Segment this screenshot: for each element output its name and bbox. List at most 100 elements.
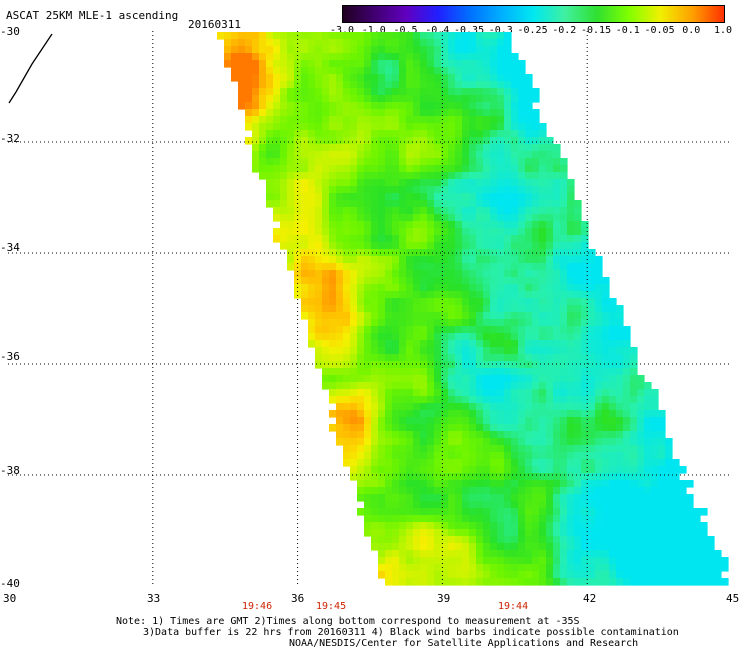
swath-cell	[427, 228, 435, 236]
color-scale-tick: -1.0	[361, 25, 386, 36]
swath-cell	[224, 53, 232, 61]
swath-cell	[287, 221, 295, 229]
swath-cell	[504, 410, 512, 418]
swath-cell	[441, 417, 449, 425]
swath-cell	[560, 361, 568, 369]
swath-cell	[553, 431, 561, 439]
swath-cell	[665, 508, 673, 516]
swath-cell	[259, 67, 267, 75]
swath-cell	[462, 508, 470, 516]
swath-cell	[392, 368, 400, 376]
swath-cell	[637, 529, 645, 537]
swath-cell	[462, 60, 470, 68]
swath-cell	[308, 326, 316, 334]
swath-cell	[518, 277, 526, 285]
swath-cell	[679, 494, 687, 502]
swath-cell	[413, 270, 421, 278]
swath-cell	[385, 459, 393, 467]
swath-cell	[434, 487, 442, 495]
swath-cell	[364, 172, 372, 180]
swath-cell	[448, 172, 456, 180]
swath-cell	[560, 494, 568, 502]
swath-cell	[553, 361, 561, 369]
swath-cell	[644, 445, 652, 453]
swath-cell	[357, 319, 365, 327]
swath-cell	[357, 67, 365, 75]
swath-cell	[504, 480, 512, 488]
swath-cell	[462, 529, 470, 537]
swath-cell	[644, 417, 652, 425]
swath-cell	[483, 151, 491, 159]
swath-cell	[539, 578, 547, 586]
swath-cell	[427, 522, 435, 530]
swath-cell	[392, 564, 400, 572]
swath-cell	[441, 536, 449, 544]
swath-cell	[567, 186, 575, 194]
swath-cell	[581, 340, 589, 348]
swath-cell	[511, 284, 519, 292]
swath-cell	[581, 480, 589, 488]
swath-cell	[420, 305, 428, 313]
swath-cell	[602, 312, 610, 320]
swath-cell	[651, 452, 659, 460]
swath-cell	[434, 431, 442, 439]
swath-cell	[539, 207, 547, 215]
swath-cell	[399, 151, 407, 159]
swath-cell	[434, 221, 442, 229]
swath-cell	[266, 46, 274, 54]
swath-cell	[441, 340, 449, 348]
swath-cell	[322, 361, 330, 369]
swath-cell	[322, 256, 330, 264]
swath-cell	[616, 417, 624, 425]
swath-cell	[665, 466, 673, 474]
swath-cell	[574, 347, 582, 355]
swath-cell	[553, 298, 561, 306]
swath-cell	[399, 522, 407, 530]
swath-cell	[490, 291, 498, 299]
swath-cell	[560, 179, 568, 187]
swath-cell	[518, 130, 526, 138]
swath-cell	[420, 424, 428, 432]
swath-cell	[308, 284, 316, 292]
swath-cell	[588, 291, 596, 299]
swath-cell	[581, 445, 589, 453]
swath-cell	[525, 179, 533, 187]
swath-cell	[273, 228, 281, 236]
swath-cell	[427, 326, 435, 334]
swath-cell	[294, 95, 302, 103]
swath-cell	[420, 130, 428, 138]
swath-cell	[462, 319, 470, 327]
swath-cell	[392, 410, 400, 418]
swath-cell	[588, 438, 596, 446]
swath-cell	[553, 179, 561, 187]
swath-cell	[497, 221, 505, 229]
swath-cell	[448, 214, 456, 222]
swath-cell	[448, 137, 456, 145]
swath-cell	[504, 256, 512, 264]
swath-cell	[686, 515, 694, 523]
swath-cell	[350, 417, 358, 425]
swath-cell	[385, 305, 393, 313]
swath-cell	[581, 459, 589, 467]
swath-cell	[336, 46, 344, 54]
swath-cell	[434, 473, 442, 481]
swath-cell	[679, 536, 687, 544]
swath-cell	[357, 53, 365, 61]
swath-cell	[511, 207, 519, 215]
swath-cell	[497, 438, 505, 446]
swath-cell	[371, 46, 379, 54]
swath-cell	[413, 515, 421, 523]
swath-cell	[483, 368, 491, 376]
swath-cell	[420, 95, 428, 103]
swath-cell	[588, 578, 596, 586]
swath-cell	[441, 368, 449, 376]
swath-cell	[371, 158, 379, 166]
swath-cell	[420, 487, 428, 495]
swath-cell	[238, 32, 246, 40]
swath-cell	[476, 550, 484, 558]
swath-cell	[427, 235, 435, 243]
swath-cell	[371, 214, 379, 222]
swath-cell	[350, 46, 358, 54]
swath-cell	[483, 312, 491, 320]
